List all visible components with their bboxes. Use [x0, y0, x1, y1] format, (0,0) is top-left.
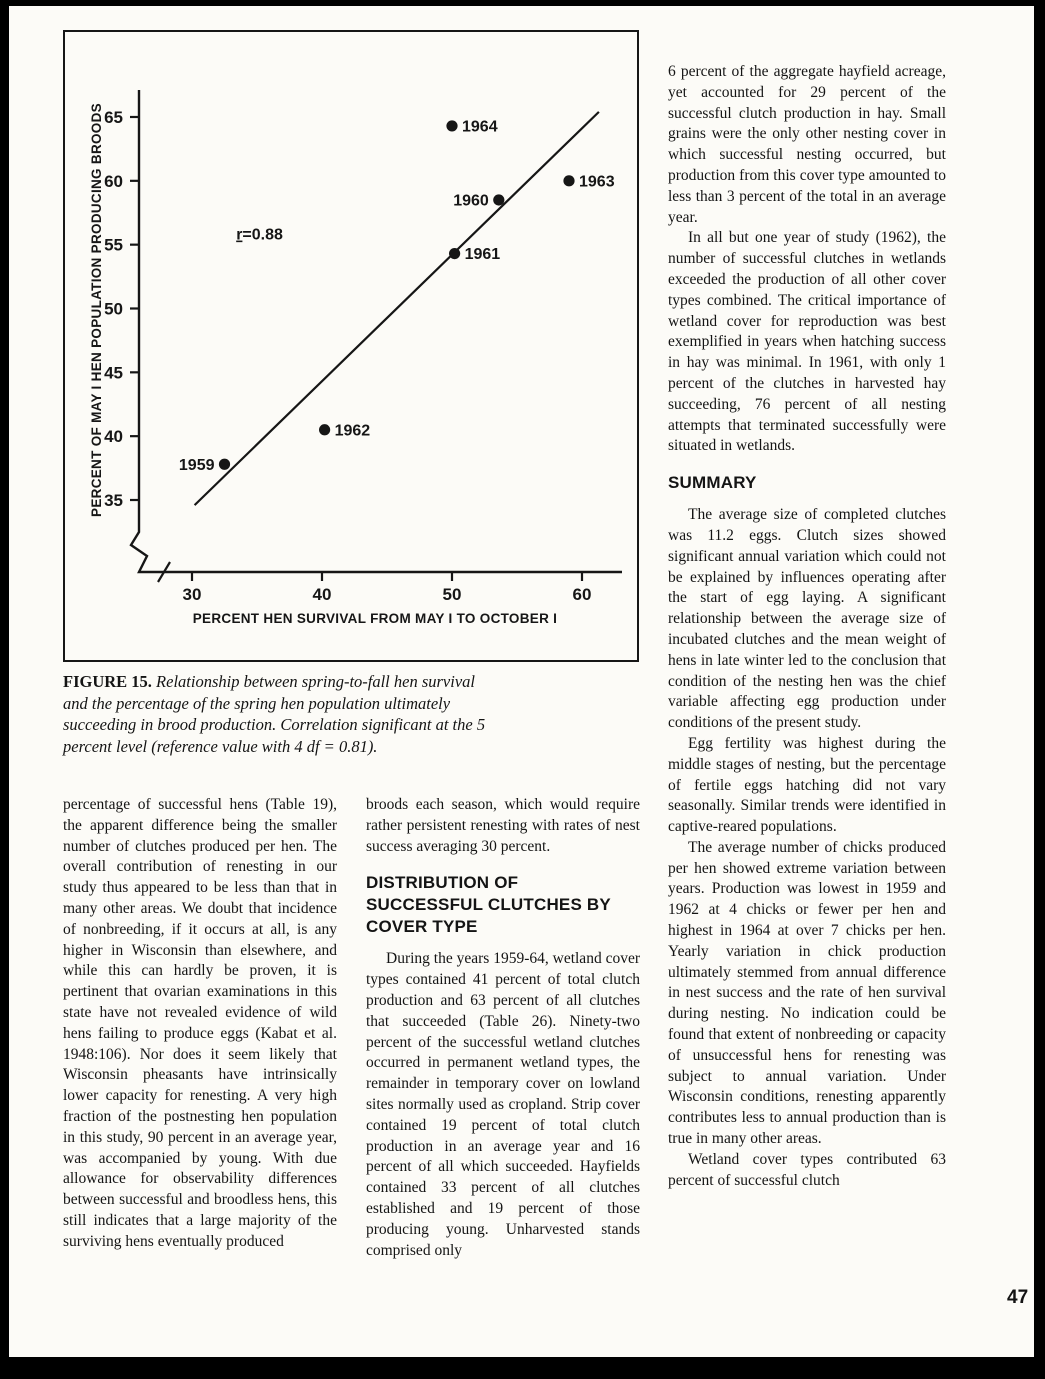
section-heading-distribution: DISTRIBUTION OF SUCCESSFUL CLUTCHES BY C…	[366, 873, 611, 937]
scan-border-bottom	[0, 1357, 1045, 1379]
regression-line	[193, 111, 600, 506]
x-axis-break-mark	[157, 561, 171, 583]
y-tick-label: 50	[104, 299, 123, 318]
paragraph: In all but one year of study (1962), the…	[668, 229, 946, 455]
r-value-annotation: r=0.88	[236, 227, 283, 244]
paragraph: During the years 1959-64, wetland cover …	[366, 950, 640, 1259]
y-tick-label: 45	[104, 363, 123, 382]
data-point-1962	[319, 424, 331, 436]
figure15-caption: FIGURE 15. Relationship between spring-t…	[63, 671, 497, 757]
x-tick-label: 40	[313, 585, 332, 604]
scan-border-top	[0, 0, 1045, 6]
middle-column: broods each season, which would require …	[366, 795, 640, 1261]
right-column: 6 percent of the aggregate hayfield acre…	[668, 62, 946, 1191]
x-tick-label: 60	[573, 585, 592, 604]
data-point-1963	[563, 175, 575, 187]
figure-caption-text: Relationship between spring-to-fall hen …	[63, 672, 486, 756]
y-tick-label: 65	[104, 108, 123, 127]
point-label-1960: 1960	[453, 192, 489, 209]
scatter-chart: 35 40 45 50 55 60 65 30 40 50 60 PERCENT HEN SURVIV…	[89, 90, 622, 626]
paragraph: broods each season, which would require …	[366, 796, 640, 855]
y-tick-label: 55	[104, 236, 123, 255]
y-axis-title: PERCENT OF MAY I HEN POPULATION PRODUCIN…	[89, 103, 104, 517]
paragraph: The average number of chicks produced pe…	[668, 838, 946, 1148]
x-axis-title: PERCENT HEN SURVIVAL FROM MAY I TO OCTOB…	[193, 611, 558, 626]
scan-border-right	[1034, 0, 1045, 1379]
x-tick-label: 50	[443, 585, 462, 604]
page-number: 47	[1007, 1287, 1029, 1308]
data-point-1960	[493, 194, 505, 206]
point-label-1959: 1959	[179, 457, 215, 474]
y-tick-label: 40	[104, 427, 123, 446]
section-heading-summary: SUMMARY	[668, 473, 757, 493]
x-tick-label: 30	[183, 585, 202, 604]
axes	[129, 90, 622, 574]
y-tick-label: 35	[104, 491, 123, 510]
paragraph: The average size of completed clutches w…	[668, 506, 946, 732]
scan-border-left	[0, 0, 9, 1379]
data-point-1959	[218, 458, 231, 470]
paragraph: Egg fertility was highest during the mid…	[668, 734, 946, 836]
figure-caption-label: FIGURE 15.	[63, 672, 152, 691]
data-point-1964	[446, 120, 458, 132]
paragraph: Wetland cover types contributed 63 perce…	[668, 1150, 946, 1189]
point-label-1963: 1963	[579, 173, 615, 190]
point-label-1962: 1962	[335, 422, 371, 439]
paragraph: percentage of successful hens (Table 19)…	[63, 796, 337, 1250]
figure15-plot-box: 35 40 45 50 55 60 65 30 40 50 60 PERCENT HEN SURVIV…	[63, 30, 639, 662]
paragraph: 6 percent of the aggregate hayfield acre…	[668, 63, 946, 226]
point-label-1961: 1961	[465, 246, 501, 263]
data-point-1961	[449, 247, 461, 260]
left-column: percentage of successful hens (Table 19)…	[63, 795, 337, 1253]
y-tick-label: 60	[104, 172, 123, 191]
point-label-1964: 1964	[462, 118, 498, 135]
